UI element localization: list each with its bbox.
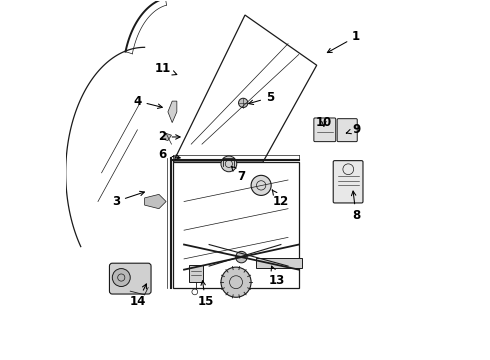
Circle shape	[221, 156, 237, 172]
Text: 15: 15	[197, 281, 214, 309]
Text: 5: 5	[249, 91, 274, 104]
Bar	[256, 258, 302, 268]
Text: 4: 4	[133, 95, 162, 108]
Text: 8: 8	[351, 191, 360, 222]
Circle shape	[221, 267, 251, 297]
Text: 2: 2	[158, 130, 180, 144]
Text: 10: 10	[316, 116, 332, 129]
Circle shape	[112, 269, 130, 287]
Text: 3: 3	[112, 191, 145, 208]
Text: 1: 1	[327, 30, 360, 53]
Text: 11: 11	[154, 62, 177, 75]
FancyBboxPatch shape	[109, 263, 151, 294]
Text: 12: 12	[272, 190, 289, 208]
Circle shape	[236, 251, 247, 263]
Polygon shape	[168, 101, 177, 123]
Text: 6: 6	[158, 148, 180, 161]
FancyBboxPatch shape	[333, 161, 363, 203]
Polygon shape	[161, 134, 172, 140]
Circle shape	[239, 98, 248, 108]
Bar	[173, 162, 299, 288]
Polygon shape	[145, 194, 166, 209]
FancyBboxPatch shape	[337, 119, 357, 141]
Text: 13: 13	[269, 266, 285, 287]
Text: 14: 14	[129, 284, 147, 309]
Text: 7: 7	[231, 166, 245, 183]
Bar	[190, 265, 203, 282]
Text: 9: 9	[346, 123, 360, 136]
FancyBboxPatch shape	[314, 118, 336, 141]
Circle shape	[251, 175, 271, 195]
